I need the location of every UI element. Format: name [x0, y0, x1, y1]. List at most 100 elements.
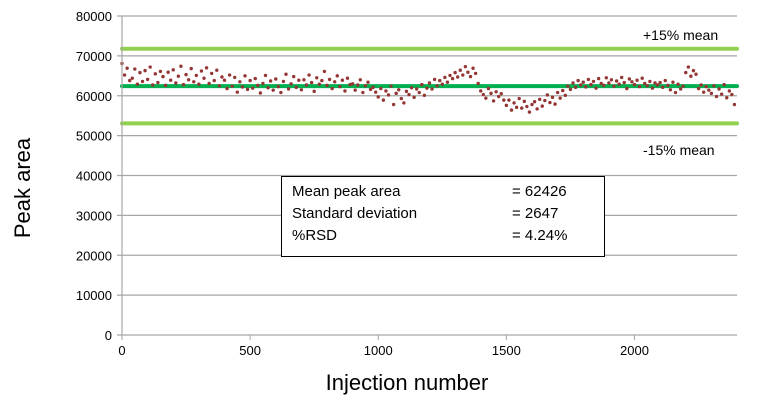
- data-point: [317, 82, 322, 86]
- data-point: [558, 96, 562, 100]
- data-point: [455, 75, 460, 79]
- data-point: [471, 66, 475, 70]
- data-point: [402, 101, 406, 105]
- data-point: [614, 79, 619, 83]
- data-point: [261, 81, 265, 86]
- data-point: [461, 73, 465, 77]
- data-point: [481, 92, 486, 97]
- ref-label-lower: -15% mean: [643, 142, 715, 158]
- data-point: [484, 96, 488, 100]
- stat-label-mean: Mean peak area: [292, 183, 401, 200]
- data-point: [537, 97, 542, 102]
- data-point: [650, 86, 655, 90]
- data-point: [604, 76, 609, 80]
- data-point: [207, 81, 211, 86]
- data-point: [732, 102, 737, 107]
- data-point: [361, 90, 365, 95]
- data-point: [594, 86, 598, 90]
- data-point: [294, 85, 298, 90]
- data-point: [686, 65, 691, 69]
- data-point: [330, 86, 334, 91]
- data-point: [276, 84, 281, 89]
- data-point: [573, 85, 578, 90]
- data-point: [658, 80, 662, 85]
- data-point: [719, 92, 724, 96]
- data-point: [632, 82, 637, 87]
- data-point: [358, 78, 363, 82]
- data-point: [281, 79, 286, 84]
- data-point: [332, 80, 337, 84]
- data-point: [612, 84, 616, 88]
- data-point: [125, 66, 129, 70]
- data-point: [499, 92, 503, 96]
- data-point: [584, 85, 588, 89]
- data-point: [548, 100, 552, 105]
- data-point: [707, 88, 711, 92]
- stat-value-rsd: = 4.24%: [512, 227, 568, 244]
- data-point: [304, 83, 309, 87]
- data-point: [363, 84, 368, 88]
- data-point: [297, 78, 301, 82]
- data-point: [666, 83, 670, 88]
- data-point: [143, 68, 147, 73]
- data-point: [184, 72, 188, 77]
- data-point: [586, 77, 591, 82]
- data-point: [696, 86, 701, 91]
- data-point: [130, 76, 134, 80]
- data-point: [253, 76, 257, 81]
- data-point: [274, 77, 278, 81]
- data-point: [399, 96, 404, 101]
- data-point: [181, 82, 186, 87]
- data-point: [609, 78, 614, 82]
- data-point: [532, 100, 537, 104]
- data-point: [514, 105, 519, 110]
- y-axis-label: Peak area: [10, 137, 35, 238]
- data-point: [199, 69, 204, 73]
- data-point: [722, 82, 726, 87]
- data-point: [427, 81, 432, 85]
- data-point: [263, 73, 268, 78]
- data-point: [681, 84, 685, 88]
- stat-value-sd: = 2647: [512, 205, 559, 222]
- data-point: [289, 82, 293, 86]
- data-point: [522, 99, 527, 104]
- data-point: [222, 78, 227, 82]
- y-tick-label: 0: [105, 328, 112, 343]
- data-point: [225, 86, 229, 91]
- data-point: [197, 82, 201, 86]
- data-point: [438, 78, 442, 83]
- data-point: [312, 89, 316, 94]
- data-point: [689, 74, 693, 78]
- data-point: [163, 83, 168, 88]
- data-point: [520, 106, 524, 110]
- data-point: [525, 104, 529, 109]
- data-point: [540, 104, 544, 108]
- data-point: [335, 74, 339, 78]
- stat-value-mean: = 62426: [512, 183, 567, 200]
- data-point: [527, 110, 532, 114]
- y-tick-label: 10000: [76, 288, 112, 303]
- data-point: [171, 68, 175, 72]
- data-point: [640, 76, 644, 80]
- data-point: [435, 84, 439, 88]
- data-point: [343, 89, 347, 93]
- data-point: [517, 96, 521, 101]
- data-point: [348, 82, 352, 87]
- data-point: [502, 98, 506, 102]
- data-point: [284, 72, 288, 76]
- data-point: [494, 90, 498, 94]
- data-point: [151, 83, 155, 87]
- data-point: [602, 83, 606, 88]
- ref-label-upper: +15% mean: [643, 27, 718, 43]
- data-point: [286, 87, 291, 91]
- data-point: [660, 85, 665, 90]
- data-point: [512, 101, 516, 105]
- data-point: [432, 77, 437, 82]
- data-point: [648, 79, 652, 84]
- data-point: [458, 68, 462, 72]
- stat-label-rsd: %RSD: [292, 227, 338, 244]
- data-point: [561, 88, 565, 93]
- data-point: [389, 84, 393, 88]
- data-point: [414, 87, 419, 91]
- data-point: [545, 93, 550, 97]
